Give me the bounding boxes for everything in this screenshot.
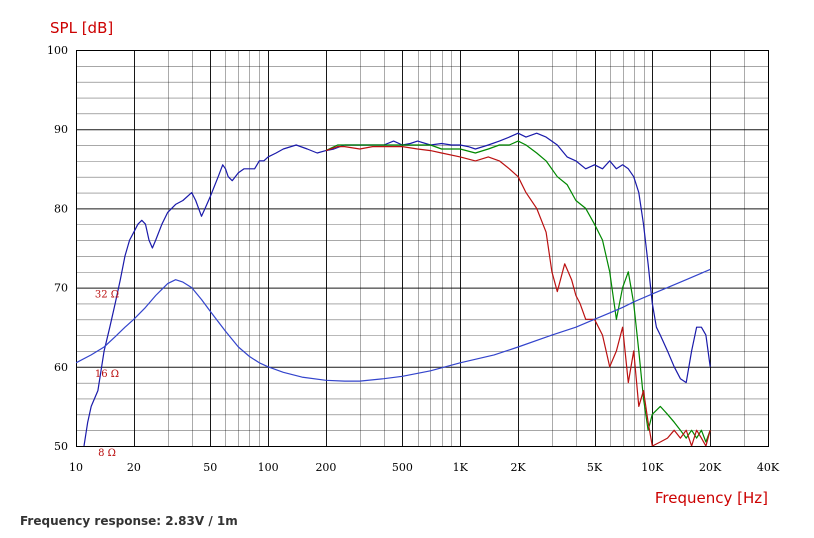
- x-tick-label: 100: [258, 461, 279, 474]
- series-line-impedance: [76, 268, 711, 382]
- y-axis-label: SPL [dB]: [50, 19, 113, 37]
- series-group: [76, 132, 711, 446]
- impedance-scale-label: 32 Ω: [95, 290, 119, 301]
- x-tick-label: 1K: [453, 461, 469, 474]
- series-line-off_60: [325, 146, 711, 446]
- y-tick-label: 50: [54, 440, 68, 453]
- y-tick-label: 70: [54, 282, 68, 295]
- y-tick-label: 100: [47, 44, 68, 57]
- x-tick-label: 20: [127, 461, 141, 474]
- x-tick-label: 5K: [587, 461, 603, 474]
- x-tick-label: 10K: [641, 461, 664, 474]
- x-tick-label: 40K: [757, 461, 780, 474]
- y-tick-label: 90: [54, 123, 68, 136]
- x-tick-label: 10: [69, 461, 83, 474]
- y-tick-label: 80: [54, 202, 68, 215]
- x-tick-label: 500: [392, 461, 413, 474]
- chart-caption: Frequency response: 2.83V / 1m: [20, 514, 238, 528]
- series-line-off_30: [325, 140, 711, 443]
- x-tick-label: 2K: [510, 461, 526, 474]
- grid: [76, 50, 769, 447]
- x-tick-label: 20K: [699, 461, 722, 474]
- x-tick-label: 200: [315, 461, 336, 474]
- y-tick-label: 60: [54, 361, 68, 374]
- x-tick-label: 50: [203, 461, 217, 474]
- impedance-scale-label: 8 Ω: [98, 448, 116, 459]
- plot-frame: [76, 50, 769, 447]
- x-axis-label: Frequency [Hz]: [655, 489, 768, 507]
- impedance-scale-label: 16 Ω: [95, 369, 119, 380]
